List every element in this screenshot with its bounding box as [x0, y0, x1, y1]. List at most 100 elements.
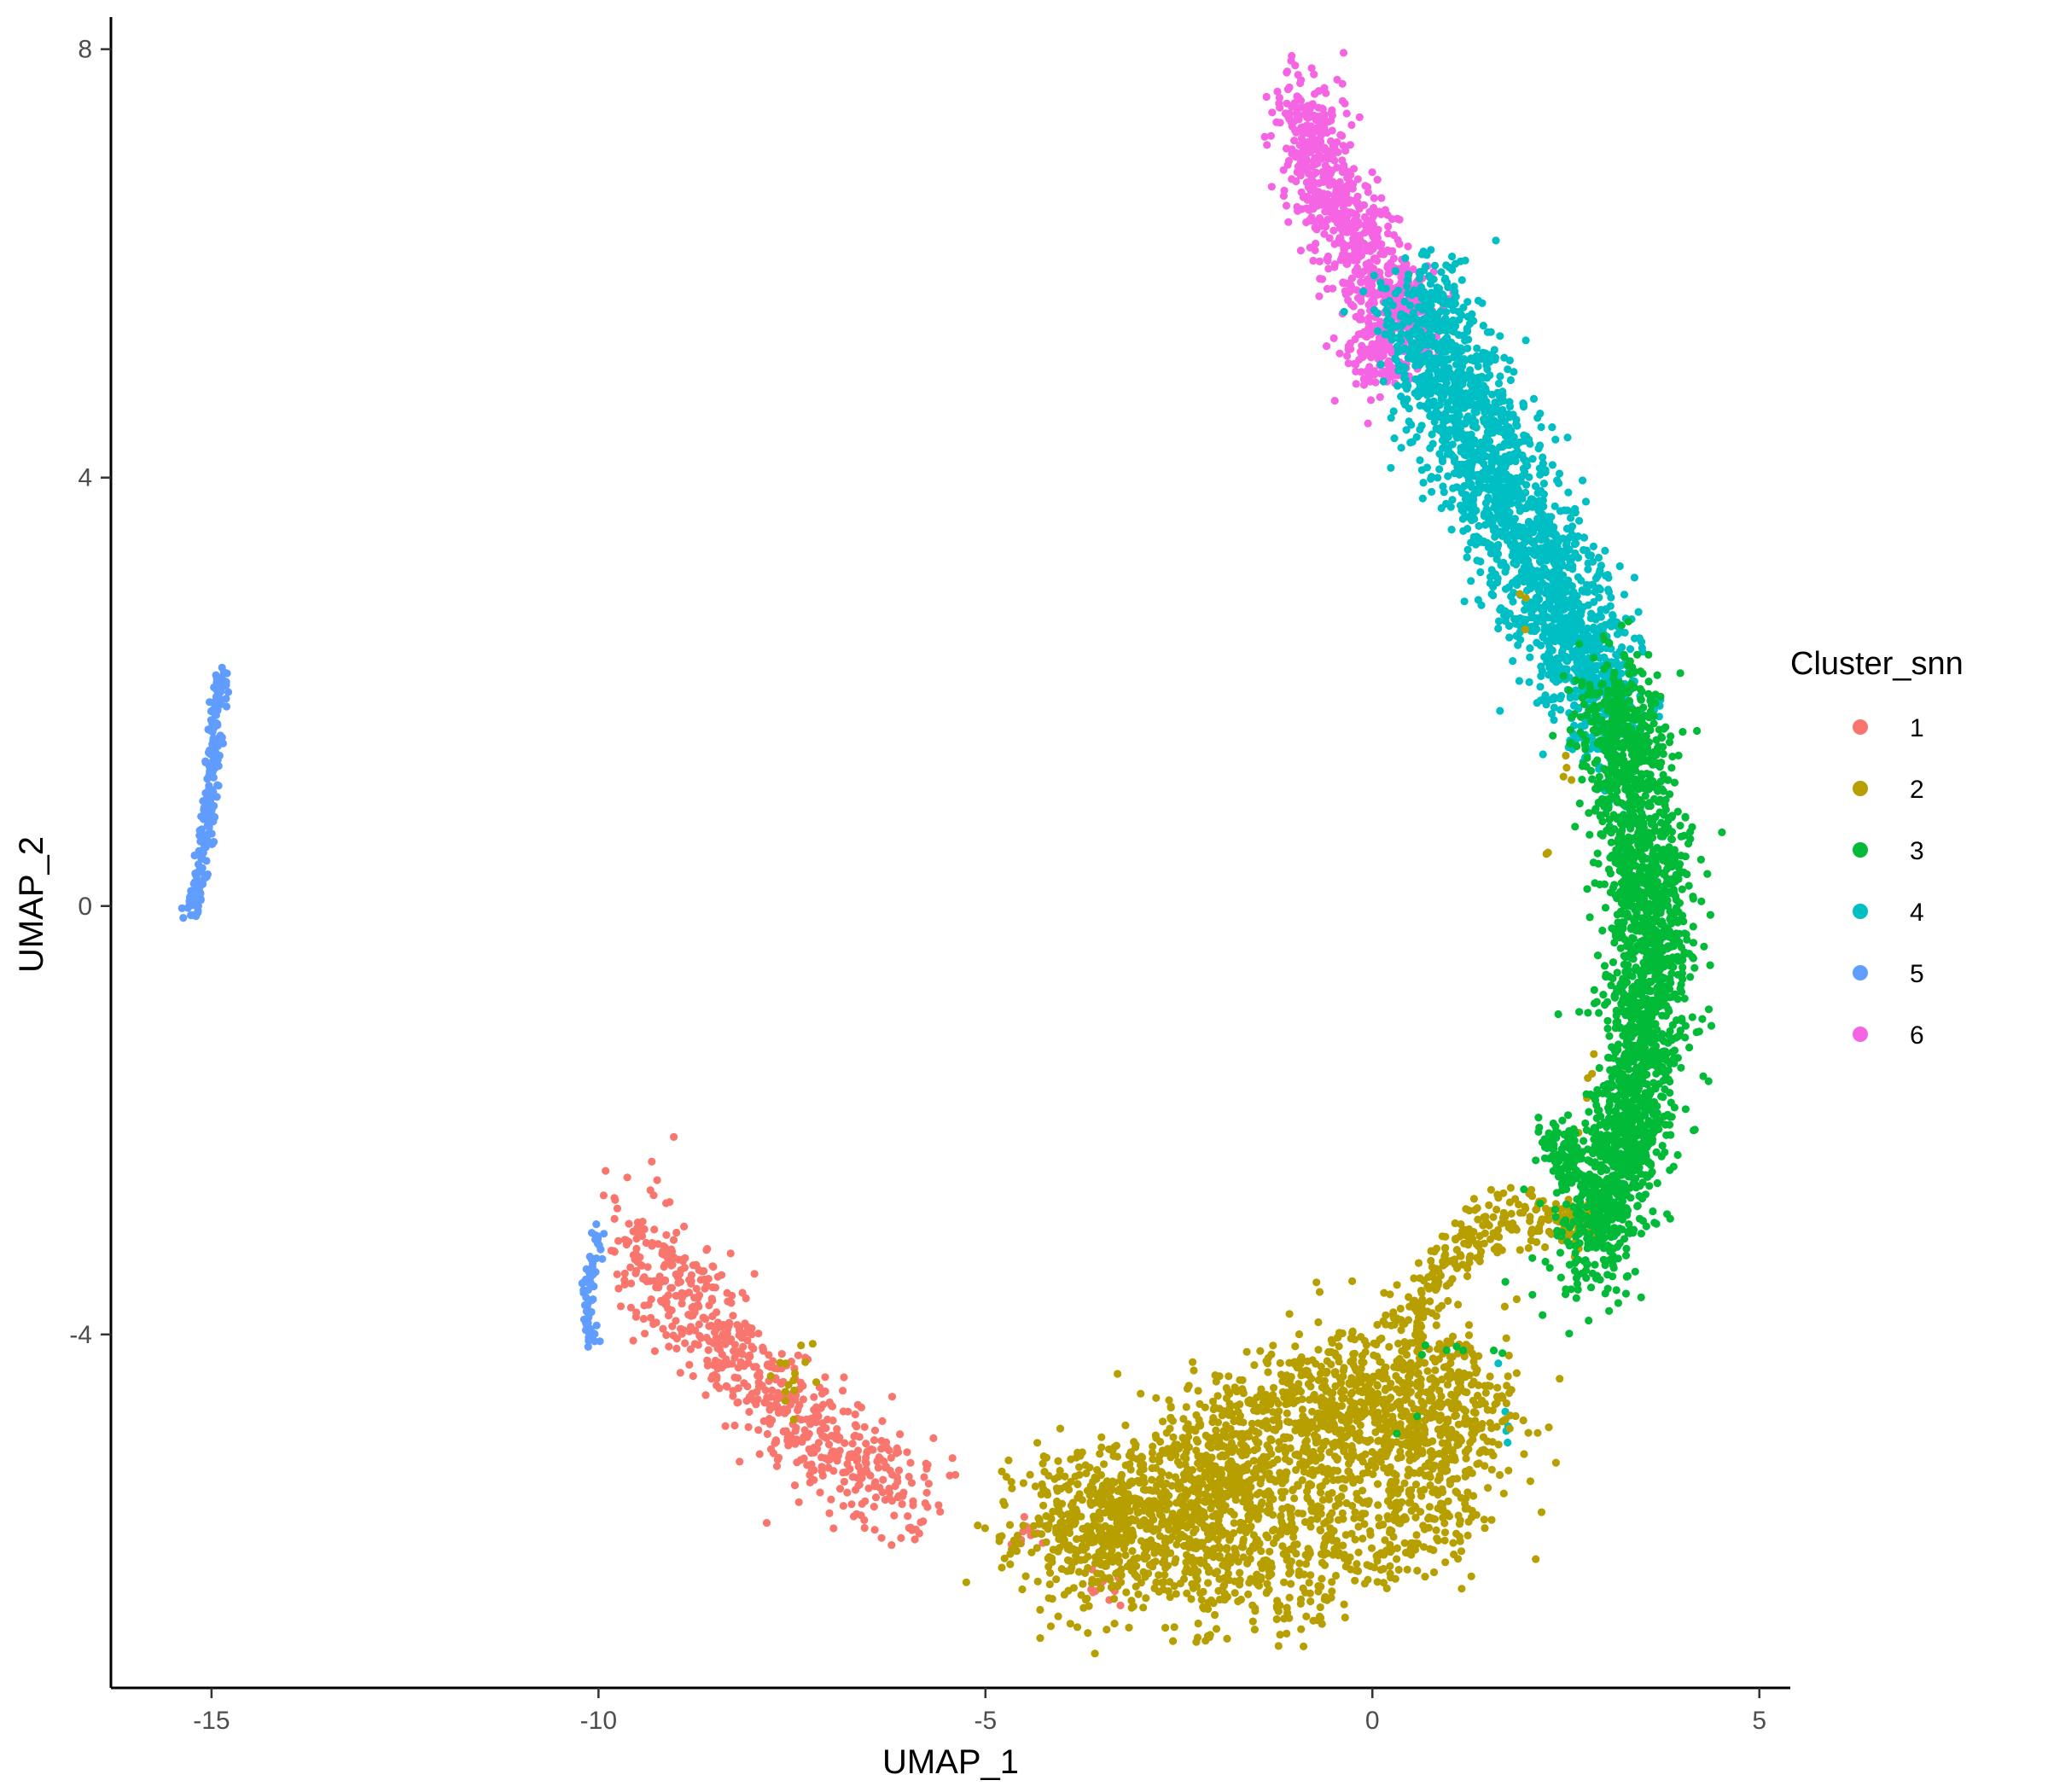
scatter-point	[694, 1300, 702, 1309]
scatter-point	[1526, 644, 1534, 653]
scatter-point	[1596, 585, 1604, 594]
scatter-point	[1494, 540, 1503, 550]
scatter-point	[1594, 553, 1603, 562]
scatter-point	[1342, 259, 1351, 268]
scatter-point	[1340, 1484, 1348, 1492]
scatter-point	[1509, 657, 1517, 666]
scatter-point	[1033, 1439, 1042, 1447]
scatter-point	[704, 1346, 713, 1354]
scatter-point	[638, 1218, 647, 1226]
scatter-point	[625, 1219, 633, 1228]
scatter-point	[1548, 461, 1556, 469]
scatter-point	[1338, 131, 1347, 140]
scatter-point	[748, 1330, 756, 1339]
scatter-point	[894, 1466, 904, 1475]
scatter-point	[1481, 521, 1490, 529]
scatter-point	[647, 1313, 655, 1322]
scatter-point	[1424, 349, 1433, 358]
scatter-point	[203, 775, 212, 783]
scatter-point	[1418, 319, 1427, 328]
scatter-point	[205, 823, 213, 832]
scatter-point	[1501, 567, 1510, 576]
scatter-point	[1368, 296, 1376, 305]
scatter-point	[1448, 265, 1457, 274]
scatter-point	[733, 1399, 742, 1407]
scatter-point	[1396, 303, 1405, 311]
scatter-point	[1550, 716, 1558, 724]
scatter-point	[655, 1283, 663, 1292]
scatter-point	[1602, 605, 1610, 614]
scatter-point	[1364, 188, 1372, 196]
scatter-point	[765, 1420, 775, 1428]
scatter-point	[1484, 430, 1492, 439]
scatter-point	[1464, 335, 1473, 344]
scatter-point	[1419, 479, 1428, 487]
scatter-point	[598, 1254, 607, 1263]
scatter-point	[1533, 582, 1542, 591]
scatter-point	[1307, 64, 1316, 73]
scatter-point	[585, 1253, 594, 1261]
scatter-point	[829, 1467, 838, 1475]
scatter-point	[637, 1261, 646, 1270]
scatter-point	[1517, 472, 1526, 481]
scatter-point	[1533, 638, 1541, 647]
scatter-point	[696, 1334, 706, 1342]
scatter-point	[1299, 103, 1307, 112]
scatter-point	[733, 1321, 742, 1329]
scatter-point	[1479, 322, 1487, 330]
scatter-point	[1601, 546, 1609, 556]
scatter-point	[1489, 583, 1498, 591]
scatter-point	[1485, 415, 1493, 423]
scatter-point	[891, 1481, 899, 1491]
scatter-point	[1431, 1366, 1440, 1375]
scatter-point	[974, 1521, 982, 1530]
scatter-point	[1296, 172, 1305, 180]
scatter-point	[1324, 190, 1332, 199]
scatter-point	[1449, 484, 1457, 492]
scatter-point	[1463, 472, 1472, 480]
scatter-point	[870, 1426, 880, 1434]
scatter-point	[1620, 591, 1629, 599]
scatter-point	[209, 736, 218, 745]
scatter-point	[610, 1248, 619, 1256]
scatter-point	[1282, 201, 1291, 210]
scatter-point	[1426, 336, 1434, 345]
scatter-point	[1121, 1421, 1130, 1429]
scatter-point	[1440, 488, 1448, 497]
scatter-point	[1579, 722, 1587, 730]
scatter-point	[885, 1446, 893, 1455]
scatter-point	[1537, 544, 1545, 552]
scatter-point	[614, 1284, 623, 1293]
scatter-point	[733, 1374, 742, 1382]
scatter-point	[1330, 1368, 1339, 1376]
scatter-point	[599, 1191, 608, 1200]
scatter-point	[721, 1422, 730, 1430]
scatter-point	[1353, 256, 1361, 265]
scatter-point	[1463, 545, 1472, 554]
scatter-point	[1505, 1388, 1514, 1398]
scatter-point	[783, 1406, 792, 1415]
scatter-point	[1091, 1649, 1099, 1658]
scatter-point	[1355, 356, 1364, 364]
scatter-point	[1343, 352, 1352, 360]
scatter-point	[790, 1481, 800, 1490]
scatter-point	[755, 1450, 764, 1458]
scatter-point	[580, 1300, 590, 1310]
scatter-point	[1381, 247, 1389, 256]
scatter-point	[794, 1436, 803, 1445]
scatter-point	[1329, 334, 1338, 342]
scatter-point	[1183, 1551, 1191, 1559]
scatter-point	[1384, 230, 1393, 238]
scatter-point	[1519, 403, 1528, 411]
scatter-point	[1425, 381, 1434, 390]
scatter-point	[610, 1194, 619, 1202]
scatter-point	[772, 1462, 782, 1470]
scatter-point	[1567, 611, 1575, 620]
scatter-point	[1319, 177, 1328, 186]
scatter-point	[644, 1300, 653, 1309]
scatter-point	[1409, 309, 1417, 317]
scatter-point	[839, 1387, 847, 1395]
scatter-point	[1381, 330, 1389, 339]
scatter-point	[1553, 544, 1562, 552]
scatter-point	[1509, 519, 1517, 527]
